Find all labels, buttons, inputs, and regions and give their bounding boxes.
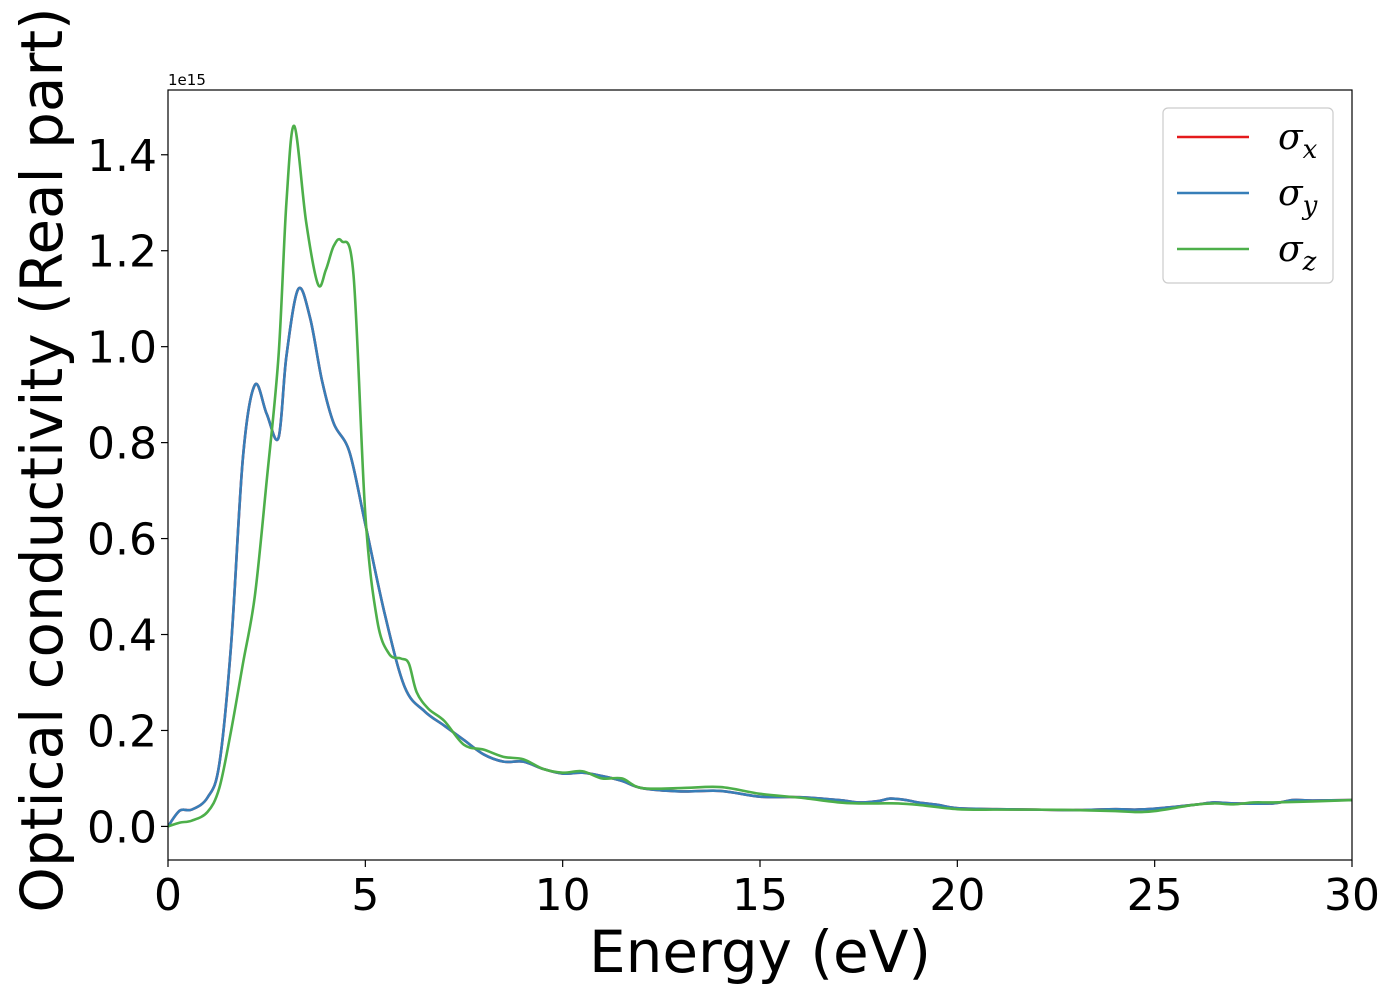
y-tick-label: 0.4 [87,611,157,662]
y-tick-label: 0.0 [87,802,157,853]
legend-label: σx [1278,117,1318,165]
legend: σx σy σz [1162,107,1334,284]
x-axis-label: Energy (eV) [589,918,931,986]
y-tick-label: 0.2 [87,706,157,757]
y-tick-label: 1.4 [87,131,157,182]
y-tick-label: 0.8 [87,419,157,470]
y-axis: 0.0 0.2 0.4 0.6 0.8 1.0 1.2 1.4 [87,131,168,853]
x-tick-label: 5 [351,870,379,921]
x-tick-label: 0 [154,870,182,921]
y-tick-label: 1.2 [87,227,157,278]
y-tick-label: 0.6 [87,515,157,566]
y-tick-label: 1.0 [87,323,157,374]
x-tick-label: 10 [535,870,591,921]
y-offset-text: 1e15 [168,71,206,89]
legend-label: σz [1278,229,1317,277]
y-axis-label: Optical conductivity (Real part) [8,7,76,912]
x-tick-label: 30 [1324,870,1380,921]
x-tick-label: 15 [732,870,788,921]
x-axis: 0 5 10 15 20 25 30 [154,860,1380,921]
x-tick-label: 25 [1127,870,1183,921]
x-tick-label: 20 [929,870,985,921]
legend-label: σy [1278,173,1318,221]
legend-box [1162,107,1334,284]
series-line-z [168,124,1352,828]
series-layer [168,124,1352,828]
